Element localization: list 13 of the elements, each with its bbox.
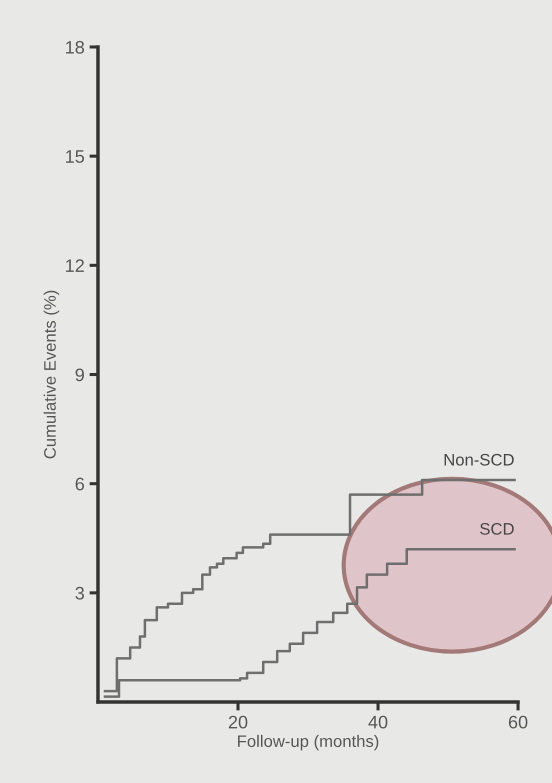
x-axis-title: Follow-up (months)	[238, 734, 378, 750]
x-tick-label: 40	[368, 716, 388, 728]
series-label: Non-SCD	[444, 454, 514, 466]
x-tick-label: 20	[228, 716, 248, 728]
y-tick-label: 12	[66, 259, 84, 272]
y-tick-label: 15	[66, 150, 84, 163]
y-tick-label: 18	[66, 40, 84, 54]
y-tick-label: 6	[76, 478, 84, 490]
y-tick-label: 9	[76, 368, 84, 382]
series-label: SCD	[480, 522, 514, 535]
y-axis-title: Cumulative Events (%)	[44, 290, 60, 458]
y-tick-label: 3	[75, 586, 84, 600]
x-tick-label: 60	[508, 716, 528, 728]
